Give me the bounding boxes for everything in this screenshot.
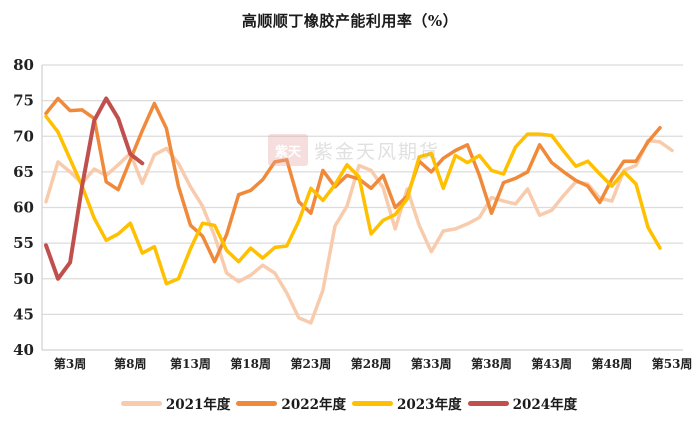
y-tick-label: 40	[13, 341, 34, 359]
x-tick-label: 第48周	[592, 356, 633, 371]
y-tick-label: 80	[13, 56, 34, 74]
y-tick-label: 75	[13, 92, 34, 110]
chart-legend: 2021年度 2022年度 2023年度 2024年度	[0, 393, 700, 413]
x-tick-label: 第23周	[291, 356, 332, 371]
x-tick-label: 第3周	[54, 356, 86, 371]
legend-item-2021[interactable]: 2021年度	[120, 393, 231, 413]
y-tick-label: 60	[13, 199, 34, 217]
legend-item-2023[interactable]: 2023年度	[352, 393, 462, 413]
legend-swatch-icon	[352, 400, 393, 406]
legend-label: 2022年度	[281, 397, 346, 413]
series-line-2024年度	[44, 96, 145, 281]
series-line-2021年度	[44, 138, 674, 325]
series-line-2022年度	[44, 96, 662, 264]
y-tick-label: 55	[13, 234, 34, 252]
legend-label: 2021年度	[165, 397, 231, 413]
series-lines	[44, 96, 674, 325]
x-tick-label: 第53周	[652, 356, 693, 371]
y-axis: 40 45 50 55 60 65 70 75 80	[13, 56, 43, 359]
series-line-2023年度	[44, 114, 662, 286]
legend-item-2022[interactable]: 2022年度	[236, 393, 346, 413]
legend-swatch-icon	[236, 400, 278, 406]
gridlines	[42, 64, 683, 315]
y-tick-label: 70	[13, 127, 34, 145]
x-tick-label: 第33周	[411, 356, 452, 371]
y-tick-label: 50	[13, 270, 34, 288]
watermark-logo-icon: 紫天	[268, 134, 308, 166]
x-tick-label: 第43周	[531, 356, 572, 371]
x-tick-label: 第13周	[170, 356, 211, 371]
x-tick-label: 第38周	[471, 356, 512, 371]
watermark: 紫天 紫金天风期货	[268, 134, 440, 166]
x-tick-label: 第8周	[114, 356, 146, 371]
legend-item-2024[interactable]: 2024年度	[467, 393, 578, 413]
watermark-text: 紫金天风期货	[314, 140, 441, 163]
x-tick-label: 第18周	[230, 356, 271, 371]
x-tick-label: 第28周	[351, 356, 392, 371]
legend-swatch-icon	[467, 400, 509, 406]
legend-label: 2024年度	[512, 397, 578, 413]
chart-title: 高顺顺丁橡胶产能利用率（%）	[241, 12, 459, 30]
x-axis: 第3周 第8周 第13周 第18周 第23周 第28周 第33周 第38周 第43周 第48周 第5…	[42, 349, 693, 371]
y-tick-label: 65	[13, 163, 34, 181]
legend-label: 2023年度	[397, 397, 462, 413]
y-tick-label: 45	[13, 305, 34, 323]
legend-swatch-icon	[120, 400, 162, 406]
